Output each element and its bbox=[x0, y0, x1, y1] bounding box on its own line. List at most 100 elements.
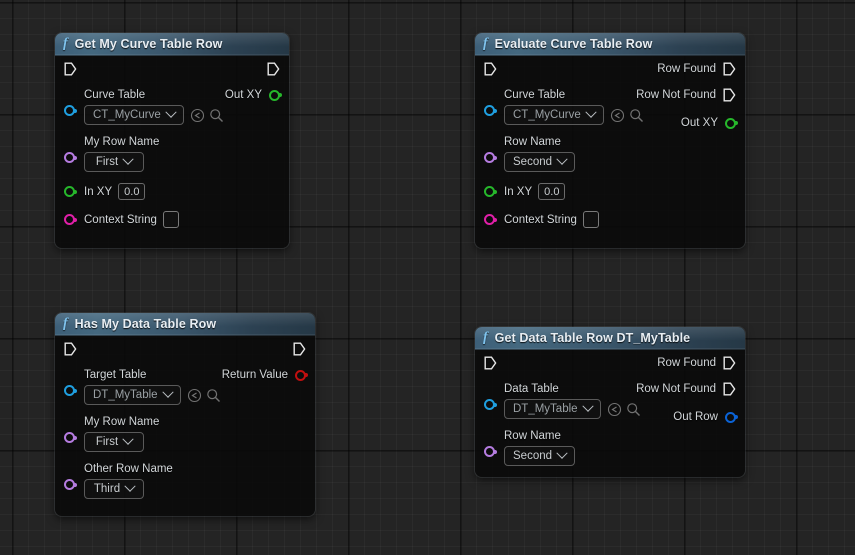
input-pin-row-in-xy: In XY 0.0 bbox=[475, 183, 745, 200]
input-pin-row-context-string: Context String bbox=[475, 211, 745, 228]
blueprint-node-has-my-data-table-row[interactable]: f Has My Data Table Row Return Value bbox=[55, 313, 315, 516]
output-pin-out-xy[interactable] bbox=[269, 89, 280, 101]
blueprint-node-get-my-curve-table-row[interactable]: f Get My Curve Table Row Out XY bbox=[55, 33, 289, 248]
row-name-value: Second bbox=[513, 450, 553, 462]
node-title: Has My Data Table Row bbox=[74, 317, 217, 331]
exec-output-row-row-not-found: Row Not Found bbox=[636, 88, 736, 102]
input-pin-row-in-xy: In XY 0.0 bbox=[55, 183, 289, 200]
node-header[interactable]: f Get Data Table Row DT_MyTable bbox=[475, 327, 745, 350]
row-name-value: Second bbox=[513, 156, 553, 168]
input-pin-label: Data Table bbox=[504, 383, 559, 395]
input-pin-row-target-table: Target Table DT_MyTable bbox=[55, 368, 315, 405]
input-pin-label: Target Table bbox=[84, 369, 147, 381]
chevron-down-icon bbox=[165, 106, 177, 118]
asset-picker-data-table[interactable]: DT_MyTable bbox=[504, 399, 601, 419]
search-asset-icon[interactable] bbox=[626, 402, 641, 417]
blueprint-node-evaluate-curve-table-row[interactable]: f Evaluate Curve Table Row Row Found bbox=[475, 33, 745, 248]
in-xy-number-field[interactable]: 0.0 bbox=[118, 183, 146, 200]
exec-pin-row bbox=[55, 56, 289, 80]
exec-output-label-row-not-found: Row Not Found bbox=[636, 89, 716, 101]
output-pin-label: Out Row bbox=[673, 411, 718, 423]
node-title: Get My Curve Table Row bbox=[74, 37, 223, 51]
search-asset-icon[interactable] bbox=[209, 108, 224, 123]
input-pin-data-table[interactable] bbox=[484, 399, 495, 410]
input-pin-label: Curve Table bbox=[84, 89, 146, 101]
node-header[interactable]: f Has My Data Table Row bbox=[55, 313, 315, 336]
input-pin-label: Context String bbox=[84, 213, 157, 226]
row-name-dropdown[interactable]: Second bbox=[504, 446, 576, 466]
output-pin-return-value[interactable] bbox=[295, 369, 306, 381]
input-pin-row-other-row-name: Other Row Name Third bbox=[55, 462, 315, 499]
my-row-name-dropdown[interactable]: First bbox=[84, 432, 144, 452]
node-header[interactable]: f Get My Curve Table Row bbox=[55, 33, 289, 56]
input-pin-other-row-name[interactable] bbox=[64, 479, 75, 490]
browse-to-asset-icon[interactable] bbox=[187, 388, 202, 403]
other-row-name-dropdown[interactable]: Third bbox=[84, 479, 144, 499]
input-pin-label: Other Row Name bbox=[84, 463, 173, 475]
function-f-icon: f bbox=[63, 36, 68, 51]
function-f-icon: f bbox=[483, 330, 488, 345]
asset-picker-curve-table[interactable]: CT_MyCurve bbox=[84, 105, 184, 125]
browse-to-asset-icon[interactable] bbox=[190, 108, 205, 123]
asset-picker-target-table[interactable]: DT_MyTable bbox=[84, 385, 181, 405]
input-pin-label: My Row Name bbox=[84, 416, 160, 428]
chevron-down-icon bbox=[556, 153, 568, 165]
input-pin-in-xy[interactable] bbox=[484, 186, 495, 197]
input-pin-row-row-name: Row Name Second bbox=[475, 429, 745, 466]
browse-to-asset-icon[interactable] bbox=[610, 108, 625, 123]
exec-output-pin-icon[interactable] bbox=[267, 62, 280, 76]
in-xy-number-field[interactable]: 0.0 bbox=[538, 183, 566, 200]
exec-output-row-row-not-found: Row Not Found bbox=[636, 382, 736, 396]
input-pin-context-string[interactable] bbox=[64, 214, 75, 225]
exec-input-pin-icon[interactable] bbox=[64, 342, 77, 356]
chevron-down-icon bbox=[581, 400, 594, 412]
exec-output-label-row-found: Row Found bbox=[657, 63, 716, 75]
output-pin-label: Out XY bbox=[680, 117, 718, 129]
exec-output-pin-row-not-found-icon[interactable] bbox=[723, 382, 736, 396]
row-name-dropdown[interactable]: Second bbox=[504, 152, 576, 172]
input-pin-label: My Row Name bbox=[84, 136, 160, 148]
chevron-down-icon bbox=[161, 386, 174, 398]
asset-picker-value: DT_MyTable bbox=[93, 389, 158, 401]
exec-output-pin-row-found-icon[interactable] bbox=[723, 356, 736, 370]
output-pin-row-return-value: Return Value bbox=[213, 368, 315, 382]
input-pin-row-data-table: Data Table DT_MyTable bbox=[475, 382, 745, 419]
input-pin-my-row-name[interactable] bbox=[64, 432, 75, 443]
input-pin-row-name[interactable] bbox=[484, 446, 495, 457]
node-header[interactable]: f Evaluate Curve Table Row bbox=[475, 33, 745, 56]
output-pin-out-row[interactable] bbox=[725, 411, 736, 423]
blueprint-node-get-data-table-row[interactable]: f Get Data Table Row DT_MyTable Row Foun… bbox=[475, 327, 745, 477]
node-title: Evaluate Curve Table Row bbox=[494, 37, 653, 51]
context-string-text-field[interactable] bbox=[162, 211, 179, 228]
output-pin-row-out-xy: Out XY bbox=[216, 88, 289, 102]
exec-input-pin-icon[interactable] bbox=[484, 356, 497, 370]
input-pin-row-curve-table: Curve Table CT_MyCurve bbox=[55, 88, 289, 125]
asset-picker-curve-table[interactable]: CT_MyCurve bbox=[504, 105, 604, 125]
input-pin-curve-table[interactable] bbox=[484, 105, 495, 116]
exec-input-pin-icon[interactable] bbox=[484, 62, 497, 76]
exec-input-pin-icon[interactable] bbox=[64, 62, 77, 76]
search-asset-icon[interactable] bbox=[206, 388, 221, 403]
input-pin-row-curve-table: Curve Table CT_MyCurve bbox=[475, 88, 745, 125]
row-name-dropdown[interactable]: First bbox=[84, 152, 144, 172]
input-pin-curve-table[interactable] bbox=[64, 105, 75, 116]
input-pin-row-my-row-name: My Row Name First bbox=[55, 135, 289, 172]
input-pin-row-name[interactable] bbox=[484, 152, 495, 163]
asset-picker-value: DT_MyTable bbox=[513, 403, 578, 415]
input-pin-target-table[interactable] bbox=[64, 385, 75, 396]
output-pin-out-xy[interactable] bbox=[725, 117, 736, 129]
chevron-down-icon bbox=[122, 153, 134, 165]
node-body: Row Found Row Not Found Out Row bbox=[475, 350, 745, 466]
input-pin-in-xy[interactable] bbox=[64, 186, 75, 197]
search-asset-icon[interactable] bbox=[629, 108, 644, 123]
exec-output-pin-row-found-icon[interactable] bbox=[723, 62, 736, 76]
my-row-name-value: First bbox=[95, 436, 119, 448]
input-pin-context-string[interactable] bbox=[484, 214, 495, 225]
exec-output-pin-row-not-found-icon[interactable] bbox=[723, 88, 736, 102]
browse-to-asset-icon[interactable] bbox=[607, 402, 622, 417]
input-pin-my-row-name[interactable] bbox=[64, 152, 75, 163]
input-pin-label: Row Name bbox=[504, 136, 561, 148]
context-string-text-field[interactable] bbox=[582, 211, 599, 228]
exec-output-pin-icon[interactable] bbox=[293, 342, 306, 356]
